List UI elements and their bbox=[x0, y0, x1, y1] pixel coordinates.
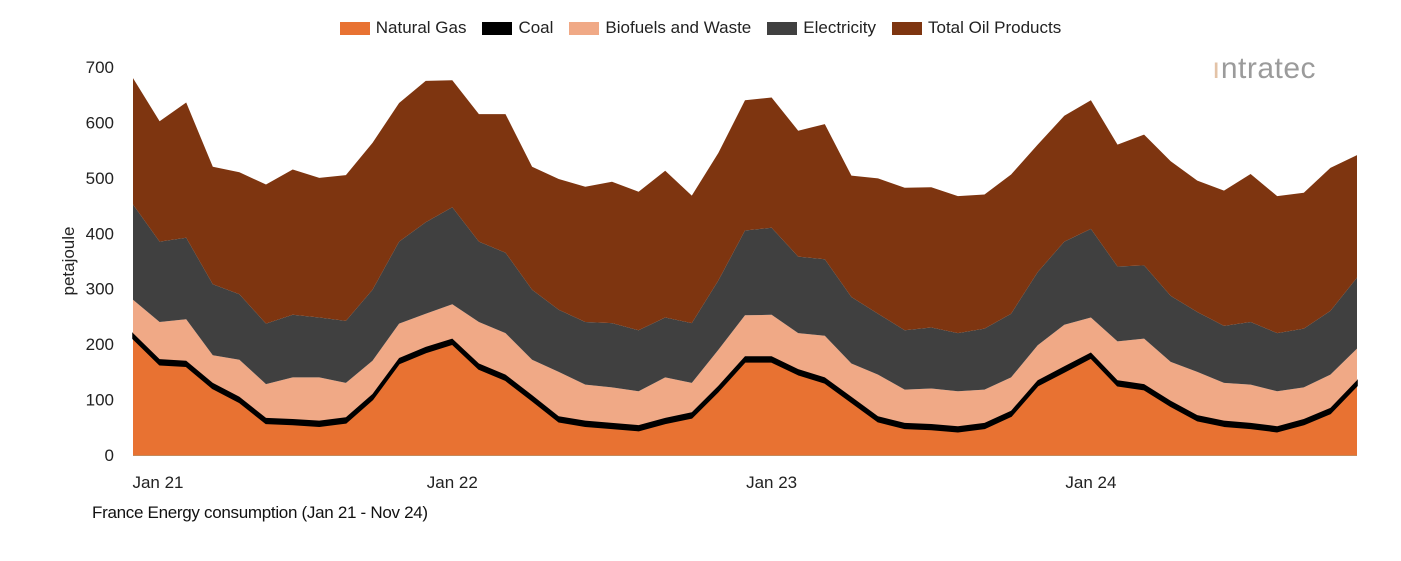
x-tick-label: Jan 22 bbox=[427, 473, 478, 492]
legend-item: Coal bbox=[482, 18, 553, 38]
legend-label: Coal bbox=[518, 18, 554, 37]
y-tick-label: 700 bbox=[86, 58, 114, 77]
y-tick-label: 300 bbox=[86, 280, 114, 299]
x-tick-label: Jan 23 bbox=[746, 473, 797, 492]
legend-label: Biofuels and Waste bbox=[605, 18, 752, 37]
area-electricity bbox=[133, 204, 1357, 392]
legend-item: Total Oil Products bbox=[892, 18, 1061, 38]
legend-label: Total Oil Products bbox=[928, 18, 1062, 37]
y-axis-label: petajoule bbox=[59, 226, 78, 295]
x-tick-label: Jan 24 bbox=[1065, 473, 1116, 492]
y-tick-label: 100 bbox=[86, 391, 114, 410]
y-tick-label: 0 bbox=[105, 446, 114, 465]
legend-item: Electricity bbox=[767, 18, 876, 38]
legend-swatch bbox=[339, 21, 370, 35]
legend-item: Biofuels and Waste bbox=[569, 18, 751, 38]
legend-swatch bbox=[569, 21, 600, 35]
chart-legend: Natural Gas Coal Biofuels and Waste Electri… bbox=[0, 18, 1401, 38]
legend-item: Natural Gas bbox=[339, 18, 467, 38]
y-tick-label: 600 bbox=[86, 113, 114, 132]
intratec-logo: ıntratec bbox=[1212, 52, 1317, 85]
y-tick-label: 400 bbox=[86, 224, 114, 243]
area-total-oil-products bbox=[133, 78, 1357, 334]
legend-label: Electricity bbox=[803, 18, 876, 37]
area-biofuels-and-waste bbox=[133, 299, 1357, 427]
legend-swatch bbox=[892, 21, 922, 35]
legend-swatch bbox=[767, 21, 798, 35]
area-natural-gas bbox=[133, 338, 1357, 455]
y-tick-label: 200 bbox=[86, 335, 114, 354]
legend-swatch bbox=[482, 21, 513, 35]
x-tick-label: Jan 21 bbox=[132, 473, 183, 492]
y-tick-label: 500 bbox=[86, 169, 114, 188]
chart-title: France Energy consumption (Jan 21 - Nov … bbox=[92, 503, 428, 522]
legend-label: Natural Gas bbox=[375, 18, 467, 37]
